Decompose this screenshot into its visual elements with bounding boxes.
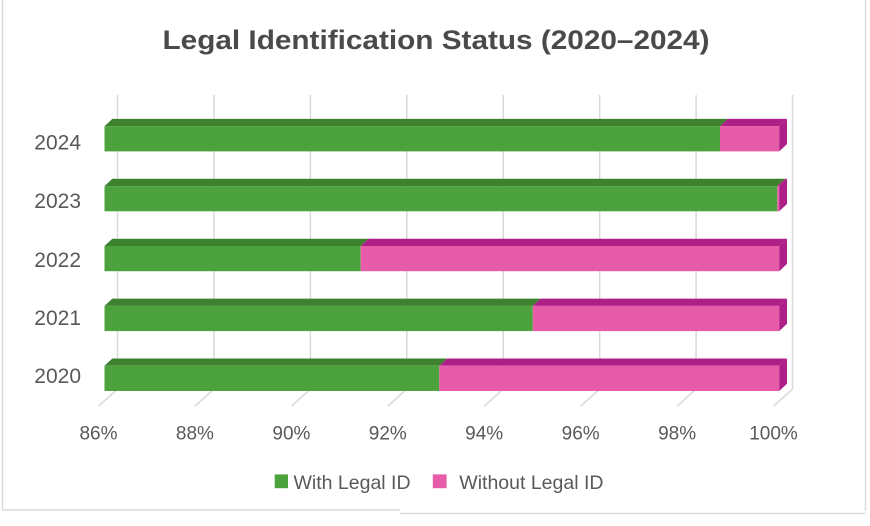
svg-text:86%: 86% [79,424,117,445]
svg-text:92%: 92% [369,424,407,445]
svg-text:96%: 96% [562,424,600,445]
svg-text:100%: 100% [749,424,798,445]
svg-text:2021: 2021 [34,307,81,330]
svg-text:88%: 88% [176,424,214,445]
svg-text:Without Legal ID: Without Legal ID [459,472,603,494]
svg-text:2024: 2024 [34,131,81,154]
svg-text:2020: 2020 [34,365,81,388]
svg-text:94%: 94% [465,424,503,445]
svg-text:98%: 98% [658,424,696,445]
svg-text:90%: 90% [272,424,310,445]
svg-text:2023: 2023 [34,190,81,213]
svg-text:Legal Identification Status (2: Legal Identification Status (2020–2024) [163,25,710,55]
svg-text:With Legal ID: With Legal ID [294,472,411,494]
svg-text:2022: 2022 [34,249,81,272]
